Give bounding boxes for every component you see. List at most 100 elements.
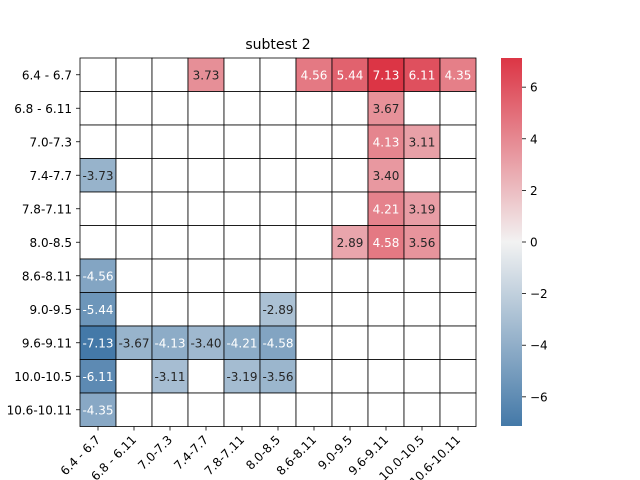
heatmap-cell [151,124,189,159]
heatmap-cell [115,158,153,193]
heatmap-cell [295,359,333,394]
heatmap-cell [259,292,297,327]
heatmap-cell [187,225,225,260]
heatmap-cell [403,325,441,360]
heatmap-cell [151,225,189,260]
heatmap-cell [367,325,405,360]
colorbar-tick-label: 2 [530,184,538,198]
heatmap-cell [187,91,225,126]
heatmap-cell [331,191,369,226]
colorbar-tick-label: 0 [530,236,538,250]
heatmap-cell [79,124,117,159]
heatmap-cell [403,292,441,327]
heatmap-cell [151,292,189,327]
heatmap-cell [187,292,225,327]
heatmap-cell [295,91,333,126]
heatmap-cell [115,225,153,260]
heatmap-cell [259,258,297,293]
y-tick-label: 8.0-8.5 [30,236,73,250]
y-tick-label: 9.0-9.5 [30,303,73,317]
cell-value-label: 3.73 [193,68,220,82]
heatmap-cell [259,225,297,260]
heatmap-cell [223,124,261,159]
cell-value-label: -3.11 [154,370,185,384]
heatmap-cell [223,91,261,126]
heatmap-cell [187,392,225,427]
heatmap-cell [403,91,441,126]
heatmap-cell [367,225,405,260]
heatmap-cell [403,191,441,226]
cell-value-label: -2.89 [262,303,293,317]
heatmap-cell [223,191,261,226]
cell-value-label: 4.21 [373,202,400,216]
heatmap-cell [79,191,117,226]
heatmap-cell [295,258,333,293]
heatmap-cell [439,91,477,126]
heatmap-cell [439,191,477,226]
cell-value-label: -4.13 [154,336,185,350]
heatmap-cell [79,325,117,360]
cell-value-label: -3.67 [118,336,149,350]
cell-value-label: 5.44 [337,68,364,82]
cell-value-label: -4.21 [226,336,257,350]
cell-value-label: 4.35 [445,68,472,82]
heatmap-cell [151,359,189,394]
heatmap-cell [151,392,189,427]
heatmap-cell [403,158,441,193]
heatmap-cell [115,392,153,427]
heatmap-cell [439,392,477,427]
cell-value-label: -5.44 [82,303,113,317]
heatmap-cell [331,91,369,126]
y-tick-label: 8.6-8.11 [22,269,72,283]
y-tick-label: 7.4-7.7 [30,169,73,183]
cell-value-label: 3.11 [409,135,436,149]
heatmap-cell [223,158,261,193]
heatmap-cell [295,325,333,360]
heatmap-cell [439,359,477,394]
colorbar: 6 4 2 0 −2 −4 −6 [501,58,548,426]
heatmap-cell [259,57,297,92]
heatmap-cell [331,325,369,360]
heatmap-cell [367,392,405,427]
heatmap-cell [79,292,117,327]
heatmap-cell [115,359,153,394]
heatmap-cell [439,57,477,92]
heatmap-cell [331,292,369,327]
heatmap-cell [295,292,333,327]
heatmap-cell [151,191,189,226]
heatmap-cell [151,57,189,92]
heatmap-cell [331,392,369,427]
heatmap-cell [439,258,477,293]
heatmap-cell [331,359,369,394]
heatmap-cell [151,325,189,360]
heatmap-cell [223,225,261,260]
heatmap-cell [259,91,297,126]
heatmap-cell [403,359,441,394]
heatmap-cell [295,158,333,193]
heatmap-cell [439,292,477,327]
heatmap-cell [331,158,369,193]
heatmap-cell [295,225,333,260]
heatmap-cell [367,158,405,193]
heatmap-cell [187,258,225,293]
cell-value-label: 3.67 [373,102,400,116]
heatmap-cell [331,124,369,159]
heatmap-cell [115,292,153,327]
heatmap-cell [187,158,225,193]
heatmap-cells [79,57,477,427]
y-tick-label: 7.0-7.3 [30,135,73,149]
heatmap-cell [223,359,261,394]
heatmap-cell [259,392,297,427]
heatmap-cell [223,292,261,327]
cell-value-label: 2.89 [337,236,364,250]
heatmap-cell [115,191,153,226]
cell-value-label: -3.73 [82,169,113,183]
heatmap-cell [403,392,441,427]
colorbar-gradient [501,58,522,426]
y-tick-label: 6.8 - 6.11 [14,102,72,116]
heatmap-cell [151,258,189,293]
cell-value-label: -3.56 [262,370,293,384]
colorbar-tick-label: 4 [530,132,538,146]
x-tick-label: 8.6-8.11 [274,433,319,478]
heatmap-cell [295,392,333,427]
